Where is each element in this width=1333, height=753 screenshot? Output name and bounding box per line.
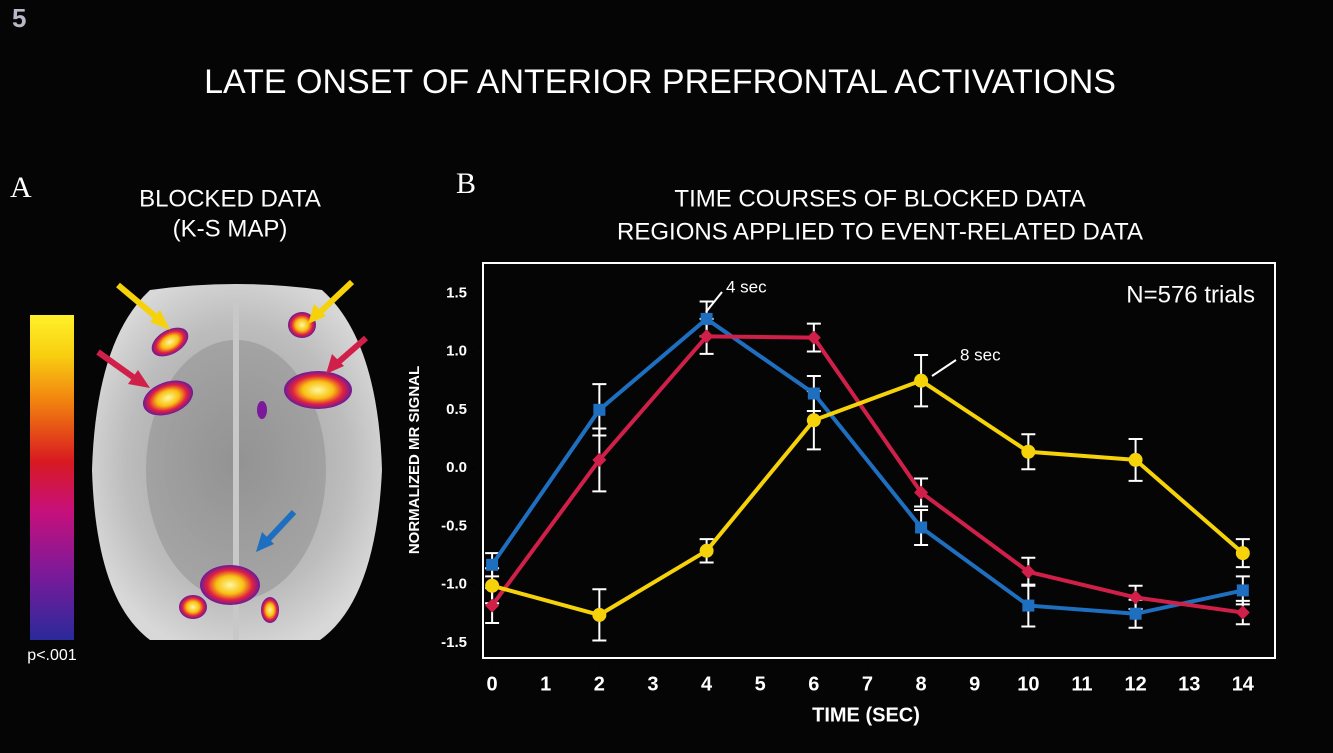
y-tick-label: -1.5 <box>441 634 467 651</box>
figure-label: 5 <box>12 3 26 33</box>
x-tick-label: 2 <box>594 673 605 695</box>
x-tick-label: 7 <box>862 673 873 695</box>
x-tick-label: 11 <box>1071 673 1092 695</box>
x-tick-label: 10 <box>1017 673 1039 695</box>
y-tick-label: 0.5 <box>446 401 467 418</box>
marker <box>700 544 714 558</box>
marker <box>485 579 499 593</box>
x-tick-label: 13 <box>1178 673 1200 695</box>
brain-map <box>92 282 382 640</box>
marker <box>592 608 606 622</box>
chart-title: REGIONS APPLIED TO EVENT-RELATED DATA <box>617 218 1143 245</box>
y-tick-label: 1.5 <box>446 284 467 301</box>
x-tick-label: 4 <box>701 673 713 695</box>
y-tick-label: 0.0 <box>446 459 467 476</box>
x-axis-label: TIME (SEC) <box>812 704 920 726</box>
marker <box>915 521 927 533</box>
marker <box>1237 584 1249 596</box>
peak-label: 4 sec <box>726 277 767 296</box>
x-tick-label: 6 <box>808 673 819 695</box>
marker <box>593 404 605 416</box>
figure: 5 LATE ONSET OF ANTERIOR PREFRONTAL ACTI… <box>0 0 1333 753</box>
marker <box>1021 445 1035 459</box>
marker <box>808 388 820 400</box>
panel-title: (K-S MAP) <box>173 215 288 242</box>
marker <box>1129 453 1143 467</box>
x-tick-label: 3 <box>647 673 658 695</box>
marker <box>486 559 498 571</box>
annotation: N=576 trials <box>1126 281 1255 308</box>
peak-label: 8 sec <box>960 345 1001 364</box>
y-tick-label: 1.0 <box>446 343 467 360</box>
panel-label: A <box>10 171 32 204</box>
panel-title: BLOCKED DATA <box>139 185 321 212</box>
y-axis-label: NORMALIZED MR SIGNAL <box>406 366 423 554</box>
x-tick-label: 14 <box>1232 673 1255 695</box>
marker <box>807 413 821 427</box>
x-tick-label: 5 <box>755 673 766 695</box>
figure-title: LATE ONSET OF ANTERIOR PREFRONTAL ACTIVA… <box>204 63 1116 101</box>
colorbar <box>30 315 74 640</box>
marker <box>1236 546 1250 560</box>
x-tick-label: 0 <box>487 673 498 695</box>
marker <box>914 374 928 388</box>
x-tick-label: 12 <box>1124 673 1146 695</box>
page: { "figure_label": "5", "title": "LATE ON… <box>0 0 1333 753</box>
marker <box>1022 600 1034 612</box>
x-tick-label: 8 <box>916 673 927 695</box>
colorbar-label: p<.001 <box>27 647 76 664</box>
y-tick-label: -0.5 <box>441 517 467 534</box>
y-tick-label: -1.0 <box>441 576 467 593</box>
x-tick-label: 1 <box>540 673 551 695</box>
marker <box>701 313 713 325</box>
x-tick-label: 9 <box>969 673 980 695</box>
panel-label: B <box>456 167 476 200</box>
chart-title: TIME COURSES OF BLOCKED DATA <box>674 185 1085 212</box>
marker <box>1130 608 1142 620</box>
